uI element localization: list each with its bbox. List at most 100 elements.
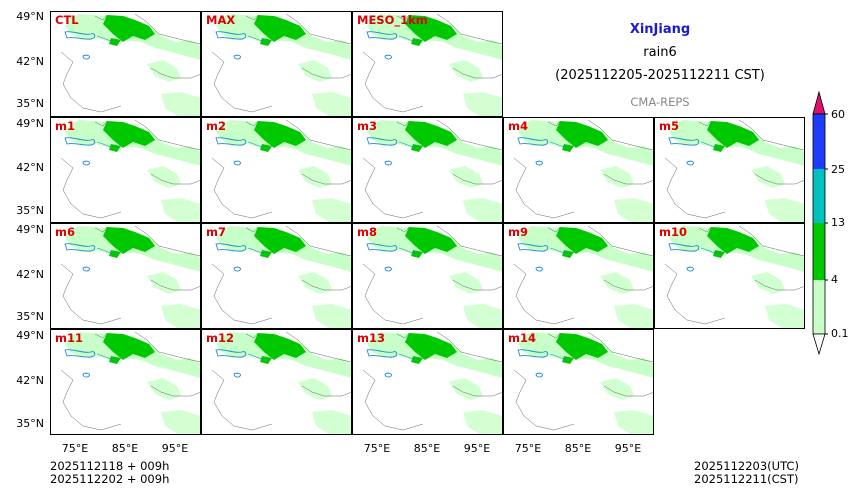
light-rain-patch	[298, 378, 332, 400]
lon-label: 75°E	[61, 442, 89, 455]
light-rain-patch	[765, 304, 804, 328]
lat-label: 49°N	[16, 117, 44, 130]
map-content	[60, 225, 200, 328]
light-rain-patch	[449, 378, 483, 400]
lake	[215, 349, 247, 358]
init-time-cst: 2025112202 + 009h	[50, 472, 170, 486]
light-rain-area	[216, 226, 351, 272]
panel-label: m8	[357, 225, 377, 239]
lat-label: 42°N	[16, 268, 44, 281]
river	[247, 141, 267, 147]
lake	[517, 243, 549, 252]
colorbar-segment	[813, 114, 825, 169]
light-rain-area	[367, 226, 502, 272]
lat-label: 49°N	[16, 223, 44, 236]
panel-label: m3	[357, 119, 377, 133]
light-rain-patch	[463, 410, 502, 434]
panel-label: m5	[659, 119, 679, 133]
light-rain-area	[367, 14, 502, 60]
lake	[82, 160, 90, 166]
light-rain-patch	[600, 378, 634, 400]
map-content	[362, 119, 502, 222]
map-panel: m14	[503, 329, 654, 435]
border-line	[513, 119, 653, 219]
map-panel: m13	[352, 329, 503, 435]
river	[398, 247, 418, 253]
border-line	[60, 331, 200, 431]
map-panel: m8	[352, 223, 503, 329]
light-rain-area	[216, 14, 351, 60]
light-rain-area	[65, 14, 200, 60]
map-panel: m3	[352, 117, 503, 223]
border-line	[60, 225, 200, 325]
map-content	[211, 13, 351, 116]
lake	[233, 372, 241, 378]
map-panel: m2	[201, 117, 352, 223]
map-panel: m11	[50, 329, 201, 435]
light-rain-patch	[161, 304, 200, 328]
moderate-rain-patch	[411, 38, 423, 46]
river	[96, 247, 116, 253]
map-panel: m9	[503, 223, 654, 329]
colorbar-tick: 0.1	[831, 327, 849, 340]
panel-label: m7	[206, 225, 226, 239]
map-panel: MESO_1km	[352, 11, 503, 117]
light-rain-patch	[298, 60, 332, 82]
lake	[384, 160, 392, 166]
moderate-rain-patch	[260, 38, 272, 46]
lake	[686, 266, 694, 272]
light-rain-patch	[449, 272, 483, 294]
moderate-rain-area	[405, 227, 457, 254]
river	[96, 141, 116, 147]
light-rain-area	[669, 120, 804, 166]
moderate-rain-area	[405, 121, 457, 148]
river	[398, 35, 418, 41]
moderate-rain-area	[707, 121, 759, 148]
light-rain-patch	[449, 60, 483, 82]
moderate-rain-area	[405, 333, 457, 360]
lake	[233, 266, 241, 272]
moderate-rain-patch	[260, 250, 272, 258]
border-line	[664, 119, 804, 219]
colorbar-tick: 13	[831, 216, 845, 229]
light-rain-patch	[463, 198, 502, 222]
map-content	[60, 119, 200, 222]
border-line	[664, 225, 804, 325]
border-line	[362, 119, 502, 219]
variable-title: rain6	[643, 45, 677, 60]
panel-label: MESO_1km	[357, 13, 428, 27]
light-rain-patch	[312, 92, 351, 116]
light-rain-patch	[147, 272, 181, 294]
init-time-utc: 2025112118 + 009h	[50, 459, 170, 473]
light-rain-area	[518, 332, 653, 378]
map-panel: m7	[201, 223, 352, 329]
lake	[64, 243, 96, 252]
panel-label: m6	[55, 225, 75, 239]
panel-label: m1	[55, 119, 75, 133]
border-line	[362, 331, 502, 431]
river	[247, 247, 267, 253]
panel-label: m2	[206, 119, 226, 133]
lat-label: 42°N	[16, 55, 44, 68]
lat-label: 35°N	[16, 204, 44, 217]
light-rain-area	[669, 226, 804, 272]
lon-label: 85°E	[111, 442, 139, 455]
moderate-rain-patch	[411, 144, 423, 152]
lake	[366, 243, 398, 252]
lon-label: 75°E	[363, 442, 391, 455]
colorbar-extend-top	[812, 90, 826, 115]
light-rain-patch	[312, 198, 351, 222]
moderate-rain-patch	[562, 144, 574, 152]
map-panel: m10	[654, 223, 805, 329]
panel-label: CTL	[55, 13, 79, 27]
moderate-rain-area	[254, 227, 306, 254]
lake	[233, 160, 241, 166]
river	[96, 35, 116, 41]
source-label: CMA-REPS	[630, 95, 690, 109]
panel-label: m4	[508, 119, 528, 133]
light-rain-patch	[147, 60, 181, 82]
map-content	[513, 331, 653, 434]
light-rain-patch	[600, 166, 634, 188]
border-line	[211, 119, 351, 219]
panel-label: m10	[659, 225, 687, 239]
